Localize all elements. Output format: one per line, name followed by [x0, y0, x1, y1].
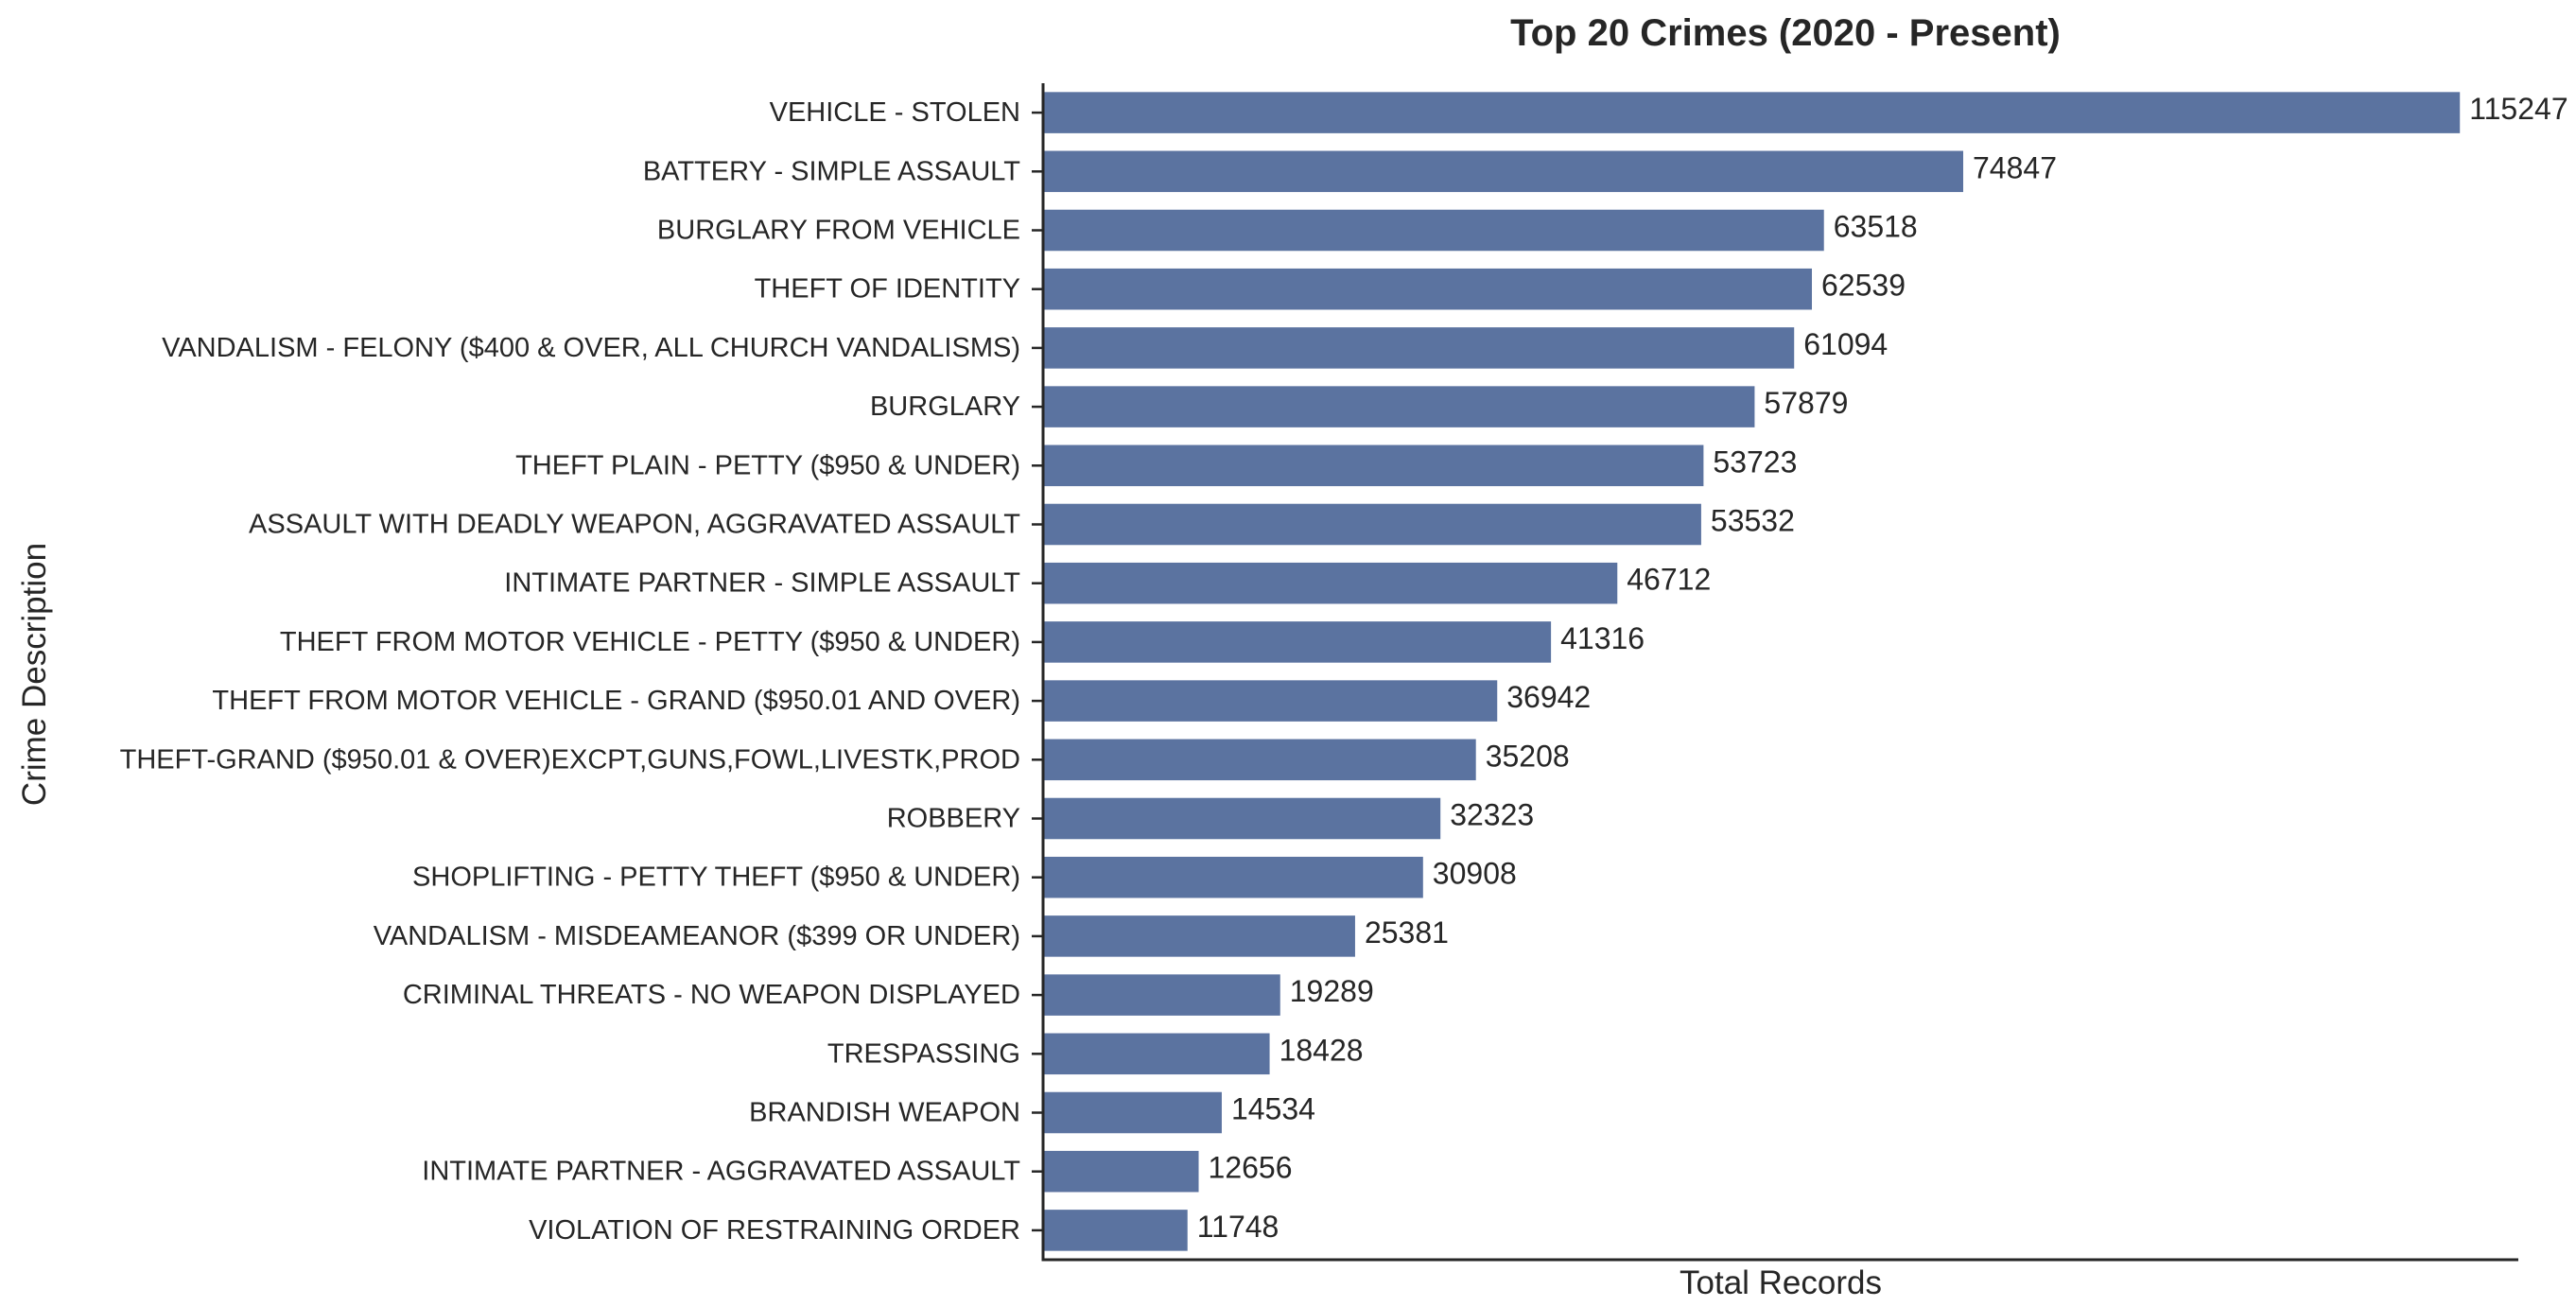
- y-tick-label: BRANDISH WEAPON: [749, 1098, 1020, 1128]
- chart-title: Top 20 Crimes (2020 - Present): [1510, 12, 2061, 54]
- y-tick-label: BURGLARY: [870, 392, 1020, 422]
- value-label: 18428: [1279, 1033, 1364, 1067]
- bar: [1043, 797, 1441, 840]
- bar: [1043, 739, 1476, 781]
- bar: [1043, 386, 1755, 427]
- y-tick-label: THEFT FROM MOTOR VEHICLE - PETTY ($950 &…: [280, 627, 1020, 657]
- y-tick-label: INTIMATE PARTNER - SIMPLE ASSAULT: [504, 568, 1020, 599]
- value-labels-group: 115247 74847 63518 62539 61094 57879 53723 5353…: [1197, 92, 2568, 1244]
- value-label: 115247: [2469, 92, 2567, 126]
- value-label: 62539: [1821, 269, 1906, 303]
- y-tick-label: SHOPLIFTING - PETTY THEFT ($950 & UNDER): [412, 863, 1020, 893]
- value-label: 46712: [1627, 563, 1711, 597]
- bar: [1043, 621, 1552, 663]
- y-tick-label: INTIMATE PARTNER - AGGRAVATED ASSAULT: [422, 1157, 1020, 1187]
- value-label: 35208: [1486, 739, 1570, 773]
- value-label: 12656: [1209, 1151, 1293, 1185]
- y-tick-label: CRIMINAL THREATS - NO WEAPON DISPLAYED: [403, 980, 1020, 1010]
- bar: [1043, 856, 1423, 898]
- y-tick-label: ASSAULT WITH DEADLY WEAPON, AGGRAVATED A…: [249, 510, 1020, 540]
- y-tick-label: VEHICLE - STOLEN: [770, 97, 1020, 128]
- y-tick-label: THEFT-GRAND ($950.01 & OVER)EXCPT,GUNS,F…: [120, 744, 1020, 775]
- value-label: 57879: [1764, 386, 1848, 420]
- value-label: 36942: [1506, 680, 1591, 714]
- bar: [1043, 1033, 1270, 1075]
- bar: [1043, 915, 1355, 957]
- value-label: 32323: [1450, 798, 1534, 832]
- y-tick-label: BURGLARY FROM VEHICLE: [657, 216, 1020, 246]
- bar: [1043, 268, 1813, 310]
- y-tick-label: THEFT OF IDENTITY: [755, 274, 1020, 305]
- bar: [1043, 680, 1498, 722]
- bar: [1043, 150, 1964, 193]
- bar: [1043, 92, 2461, 133]
- value-label: 53723: [1713, 444, 1797, 479]
- y-tick-label: THEFT FROM MOTOR VEHICLE - GRAND ($950.0…: [212, 686, 1020, 716]
- value-label: 19289: [1290, 974, 1374, 1008]
- y-tick-labels-group: VEHICLE - STOLEN BATTERY - SIMPLE ASSAULT…: [120, 97, 1043, 1246]
- y-tick-label: THEFT PLAIN - PETTY ($950 & UNDER): [515, 450, 1020, 480]
- bar: [1043, 1091, 1222, 1134]
- bar: [1043, 974, 1280, 1016]
- value-label: 25381: [1365, 915, 1449, 950]
- y-tick-label: VANDALISM - MISDEAMEANOR ($399 OR UNDER): [374, 921, 1020, 951]
- bar: [1043, 327, 1795, 369]
- value-label: 11748: [1197, 1210, 1279, 1244]
- bar: [1043, 1210, 1188, 1251]
- y-tick-label: TRESPASSING: [827, 1038, 1020, 1069]
- bar: [1043, 503, 1701, 546]
- bar: [1043, 562, 1618, 604]
- value-label: 61094: [1803, 327, 1888, 361]
- x-axis-label: Total Records: [1680, 1264, 1882, 1301]
- value-label: 41316: [1560, 621, 1645, 655]
- bar: [1043, 1150, 1199, 1193]
- value-label: 63518: [1834, 210, 1918, 244]
- value-label: 14534: [1231, 1092, 1315, 1126]
- bars-group: [1043, 92, 2461, 1251]
- bar: [1043, 209, 1824, 252]
- y-axis-label: Crime Description: [16, 543, 53, 806]
- y-tick-label: VIOLATION OF RESTRAINING ORDER: [529, 1215, 1020, 1246]
- value-label: 30908: [1433, 857, 1517, 891]
- value-label: 74847: [1973, 150, 2057, 184]
- y-tick-label: VANDALISM - FELONY ($400 & OVER, ALL CHU…: [162, 333, 1020, 363]
- value-label: 53532: [1711, 504, 1795, 538]
- y-tick-label: ROBBERY: [887, 804, 1020, 834]
- y-tick-label: BATTERY - SIMPLE ASSAULT: [643, 156, 1020, 186]
- bar: [1043, 444, 1704, 487]
